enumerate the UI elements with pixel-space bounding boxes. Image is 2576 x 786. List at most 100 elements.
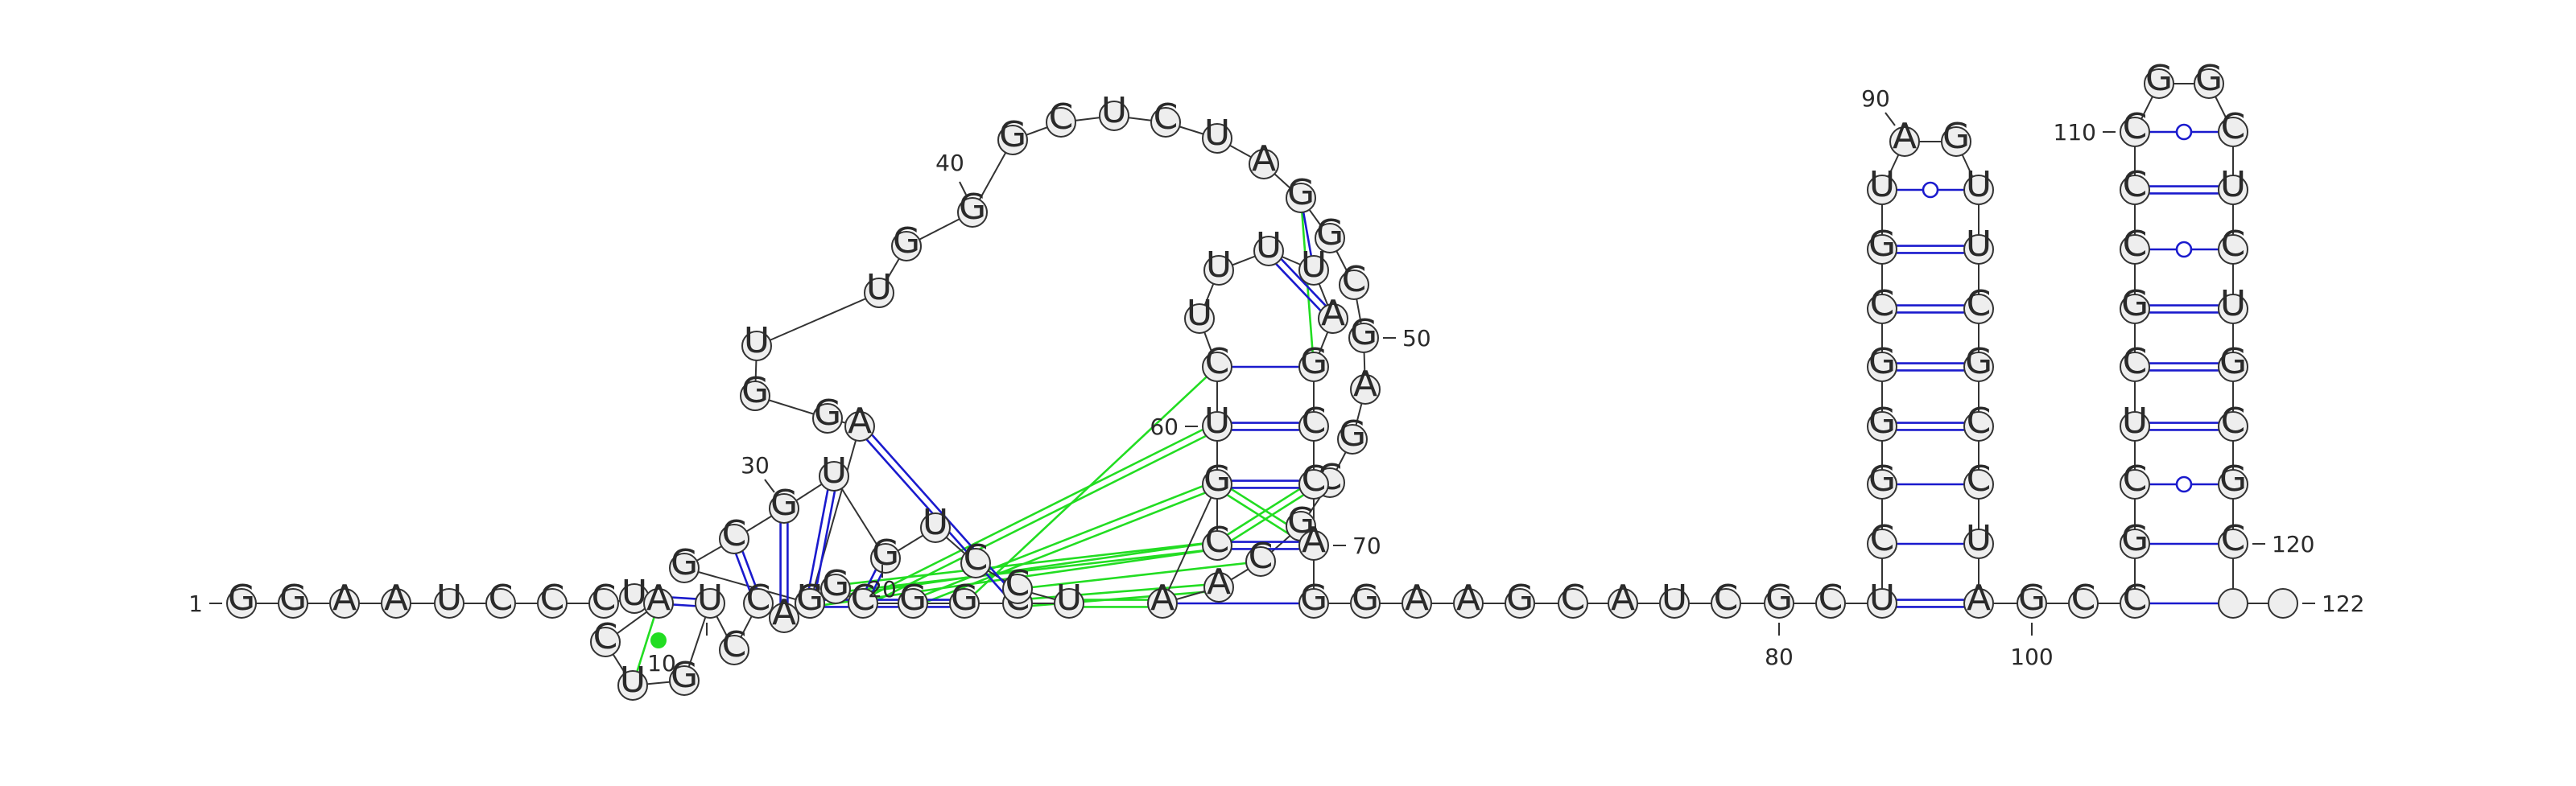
nucleotide-87: C: [1867, 283, 1897, 324]
nucleotide-letter: C: [1005, 563, 1030, 604]
nucleotide-letter: A: [1611, 578, 1635, 619]
nucleotide-circle: [669, 665, 700, 696]
nucleotide-5: U: [434, 578, 464, 619]
position-label-20: 20: [868, 565, 897, 603]
nucleotide-circle: [1203, 572, 1234, 603]
nucleotide-73: A: [1402, 578, 1432, 619]
nucleotide-letter: C: [2123, 578, 2148, 619]
nucleotide-91: G: [1941, 116, 1971, 157]
nucleotide-10: A: [643, 578, 674, 619]
nucleotide-letter: U: [1966, 164, 1992, 205]
nucleotide-circle: [1203, 255, 1234, 286]
nucleotide-letter: U: [2220, 164, 2246, 205]
position-label-110: 110: [2054, 119, 2116, 146]
nucleotide-circle: [590, 627, 621, 657]
nucleotide-109: C: [2120, 164, 2150, 205]
nucleotide-circle: [1889, 126, 1920, 157]
position-label-122: 122: [2302, 591, 2364, 617]
nucleotide-circle: [1046, 107, 1076, 138]
nucleotide-circle: [1963, 352, 1994, 382]
nucleotide-letter: U: [1204, 113, 1230, 154]
nucleotide-letter: U: [744, 320, 770, 361]
nucleotide-41: G: [997, 114, 1028, 155]
nucleotide-letter: C: [1967, 459, 1992, 500]
nucleotide-99: A: [1963, 578, 1994, 619]
label-text: 70: [1352, 533, 1381, 559]
nucleotide-letter: C: [1561, 578, 1586, 619]
nucleotide-letter: C: [2123, 341, 2148, 382]
nucleotide-68: C: [1298, 401, 1329, 442]
nucleotide-circle: [1298, 469, 1329, 500]
nucleotide-circle: [1350, 588, 1381, 619]
label-text: 110: [2054, 119, 2096, 146]
label-text: 50: [1402, 325, 1431, 352]
tertiary-marker-dot: [650, 632, 667, 648]
nucleotide-circle: [960, 548, 991, 578]
nucleotide-circle: [1963, 411, 1994, 442]
nucleotide-circle: [719, 524, 749, 554]
nucleotide-49: C: [1339, 259, 1369, 300]
nucleotide-4: A: [381, 578, 411, 619]
nucleotide-circle: [537, 588, 568, 619]
nucleotide-circle: [1963, 529, 1994, 559]
nucleotide-79: C: [1711, 578, 1741, 619]
nucleotide-6: C: [485, 578, 516, 619]
nucleotide-letter: C: [746, 578, 771, 619]
nucleotide-letter: C: [1154, 97, 1179, 138]
position-label-60: 60: [1150, 414, 1198, 440]
nucleotide-letter: C: [2221, 224, 2246, 265]
nucleotide-circle: [2218, 469, 2248, 500]
nucleotide-circle: [844, 411, 875, 442]
base-pair-104-119: [2149, 475, 2219, 493]
nucleotide-circle: [920, 512, 951, 543]
nucleotide-letter: C: [1870, 518, 1895, 559]
nucleotide-36: G: [740, 370, 770, 411]
base-pair-65-47: [1302, 212, 1313, 257]
nucleotide-letter: G: [2195, 58, 2223, 99]
nucleotide-82: U: [1867, 578, 1897, 619]
nucleotide-letter: U: [2122, 401, 2148, 442]
nucleotide-102: C: [2120, 578, 2150, 619]
nucleotide-17: A: [769, 592, 799, 633]
label-text: 122: [2322, 591, 2364, 617]
nucleotide-20: C: [848, 578, 878, 619]
nucleotide-circle: [2120, 588, 2150, 619]
nucleotide-letter: C: [722, 624, 747, 665]
nucleotide-circle: [1150, 107, 1181, 138]
position-label-10: 10: [647, 623, 708, 677]
nucleotide-37: U: [741, 320, 772, 361]
nucleotide-circle: [1941, 126, 1971, 157]
base-pair-29-18: [807, 489, 836, 591]
nucleotide-letter: G: [999, 114, 1026, 155]
nucleotide-letter: C: [851, 578, 876, 619]
nucleotide-letter: A: [848, 401, 872, 442]
base-pair-31-16: [734, 550, 758, 592]
tertiary-link-12-10: [636, 616, 655, 673]
nucleotide-letter: G: [2121, 518, 2149, 559]
nucleotide-letter: C: [592, 578, 617, 619]
nucleotide-circle: [1867, 175, 1897, 205]
nucleotide-103: G: [2120, 518, 2150, 559]
nucleotide-circle: [1867, 469, 1897, 500]
nucleotide-circle: [1147, 588, 1178, 619]
nucleotide-26: C: [960, 537, 991, 578]
nucleotide-74: A: [1453, 578, 1484, 619]
nucleotide-letter: C: [2221, 106, 2246, 147]
nucleotide-72: G: [1350, 578, 1381, 619]
nucleotide-letter: G: [2145, 58, 2173, 99]
nucleotide-31: C: [719, 513, 749, 554]
nucleotide-circle: [1298, 255, 1329, 286]
nucleotide-circle: [695, 588, 725, 619]
nucleotide-55: C: [1245, 536, 1276, 577]
nucleotide-letter: U: [697, 578, 723, 619]
nucleotide-letter: G: [741, 370, 769, 411]
nucleotide-letter: A: [332, 578, 357, 619]
nucleotide-34: A: [844, 401, 875, 442]
nucleotide-circle: [2268, 588, 2298, 619]
nucleotide-letter: C: [2221, 401, 2246, 442]
nucleotide-letter: C: [2071, 578, 2096, 619]
nucleotide-circle: [864, 278, 894, 308]
nucleotide-8: C: [588, 578, 619, 619]
nucleotide-circle: [949, 588, 980, 619]
